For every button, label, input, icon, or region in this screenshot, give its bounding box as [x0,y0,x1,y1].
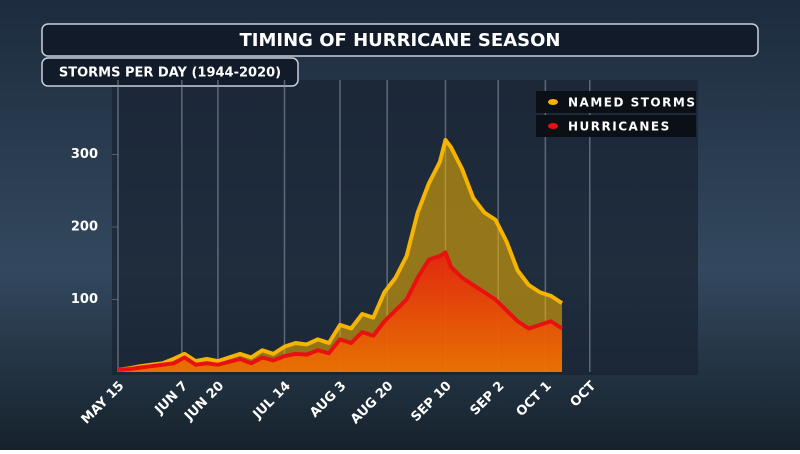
legend-marker [548,123,558,129]
y-tick-label: 200 [71,220,98,235]
area-fill [118,252,563,372]
series-line [117,250,564,372]
legend-marker [548,99,558,105]
chart-subtitle: STORMS PER DAY (1944-2020) [59,66,281,81]
chart-title: TIMING OF HURRICANE SEASON [240,30,561,51]
legend-box [536,115,696,137]
y-tick-label: 300 [71,147,98,162]
subtitle-box [41,57,299,87]
series-line [117,138,564,372]
legend-label: HURRICANES [568,120,671,134]
y-tick-label: 100 [71,292,98,307]
title-box [41,23,759,57]
legend-label: NAMED STORMS [568,96,696,110]
legend-box [536,91,696,113]
